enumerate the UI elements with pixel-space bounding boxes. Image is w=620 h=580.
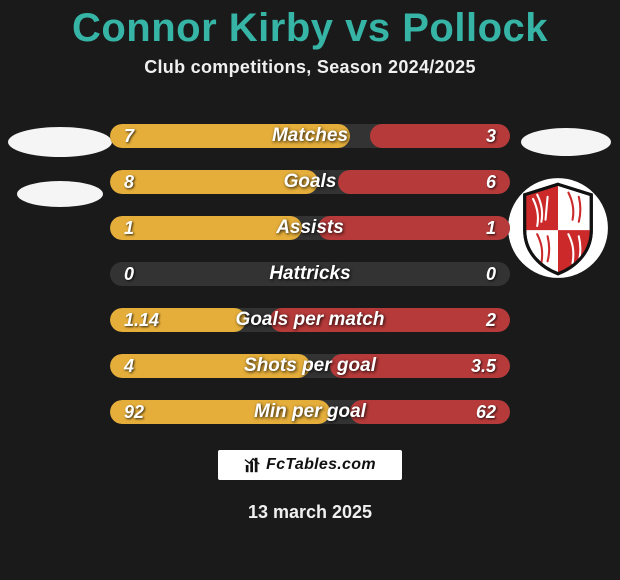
logo-ellipse	[521, 128, 611, 156]
stat-value-right: 3	[486, 118, 496, 154]
stat-value-right: 0	[486, 256, 496, 292]
stat-row: 1.142Goals per match	[110, 302, 510, 338]
stat-row: 73Matches	[110, 118, 510, 154]
stat-value-right: 3.5	[471, 348, 496, 384]
page-subtitle: Club competitions, Season 2024/2025	[0, 57, 620, 78]
stat-value-left: 1.14	[124, 302, 159, 338]
shield-crest-icon	[506, 176, 610, 280]
stat-value-left: 92	[124, 394, 144, 430]
logo-ellipse	[17, 181, 103, 207]
stat-value-left: 1	[124, 210, 134, 246]
stat-value-left: 7	[124, 118, 134, 154]
stat-bar-left	[110, 124, 350, 148]
bar-chart-icon	[244, 456, 262, 474]
stat-track	[110, 216, 510, 240]
stat-value-right: 1	[486, 210, 496, 246]
stat-row: 43.5Shots per goal	[110, 348, 510, 384]
stat-value-right: 6	[486, 164, 496, 200]
brand-badge: FcTables.com	[218, 450, 402, 480]
stat-bar-right	[338, 170, 510, 194]
stat-value-right: 62	[476, 394, 496, 430]
stat-value-left: 8	[124, 164, 134, 200]
stat-row: 11Assists	[110, 210, 510, 246]
stat-row: 9262Min per goal	[110, 394, 510, 430]
page-title: Connor Kirby vs Pollock	[0, 6, 620, 51]
stat-bar-left	[110, 216, 302, 240]
stat-bar-left	[110, 170, 318, 194]
stat-track	[110, 262, 510, 286]
team-left-logo-1	[6, 124, 114, 160]
stat-row: 86Goals	[110, 164, 510, 200]
brand-text: FcTables.com	[266, 456, 376, 474]
stat-track	[110, 308, 510, 332]
team-left-logo-2	[12, 178, 108, 210]
stat-value-right: 2	[486, 302, 496, 338]
team-right-logo-2	[498, 178, 618, 278]
stats-comparison: 73Matches86Goals11Assists00Hattricks1.14…	[110, 118, 510, 440]
team-right-logo-1	[512, 124, 620, 160]
stat-bar-left	[110, 354, 310, 378]
stat-bar-right	[270, 308, 510, 332]
snapshot-date: 13 march 2025	[0, 502, 620, 523]
stat-value-left: 4	[124, 348, 134, 384]
stat-value-left: 0	[124, 256, 134, 292]
logo-ellipse	[8, 127, 112, 157]
stat-track	[110, 354, 510, 378]
stat-track	[110, 400, 510, 424]
stat-row: 00Hattricks	[110, 256, 510, 292]
stat-bar-right	[318, 216, 510, 240]
stat-track	[110, 170, 510, 194]
stat-track	[110, 124, 510, 148]
